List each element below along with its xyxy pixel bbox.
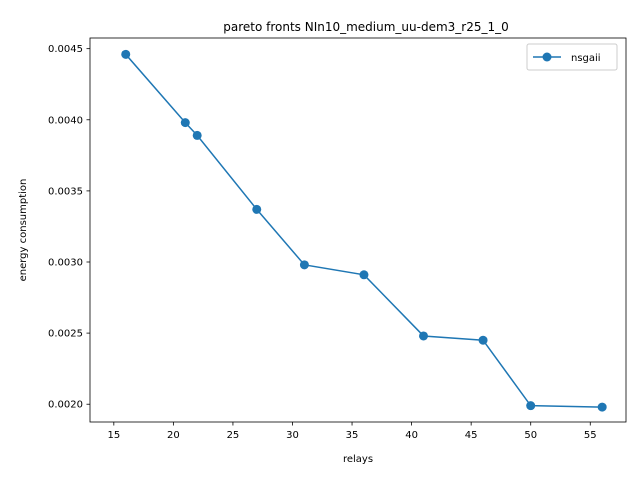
data-point <box>299 260 309 270</box>
y-axis-label: energy consumption <box>18 179 29 282</box>
y-tick-label: 0.0020 <box>48 400 83 411</box>
x-tick-label: 50 <box>524 430 537 441</box>
y-tick-label: 0.0035 <box>48 186 83 197</box>
x-tick-label: 30 <box>286 430 299 441</box>
legend-label-nsgaii: nsgaii <box>571 53 601 64</box>
series-line-nsgaii <box>125 53 603 408</box>
plot-area <box>121 49 607 412</box>
axes-frame <box>89 37 627 423</box>
data-point <box>478 335 488 345</box>
chart-title: pareto fronts NIn10_medium_uu-dem3_r25_1… <box>223 20 509 34</box>
legend-marker-nsgaii <box>542 52 552 62</box>
x-tick-label: 25 <box>227 430 240 441</box>
data-point <box>526 401 536 411</box>
data-point <box>180 118 190 128</box>
y-tick-label: 0.0030 <box>48 258 83 269</box>
data-point <box>121 49 131 59</box>
y-tick-label: 0.0025 <box>48 329 83 340</box>
legend-box <box>526 43 618 71</box>
x-tick-label: 55 <box>584 430 597 441</box>
x-tick-label: 45 <box>465 430 478 441</box>
x-tick-label: 40 <box>405 430 418 441</box>
legend: nsgaii <box>526 43 618 71</box>
y-tick-label: 0.0040 <box>48 115 83 126</box>
y-tick-label: 0.0045 <box>48 44 83 55</box>
x-tick-label: 20 <box>167 430 180 441</box>
x-axis-label: relays <box>343 454 373 465</box>
data-point <box>192 130 202 140</box>
axis-ticks: 15 20 25 30 35 40 45 50 55 0.0020 0.0025 0.0030 0.00… <box>48 37 627 441</box>
data-point <box>597 402 607 412</box>
data-point <box>419 331 429 341</box>
x-tick-label: 15 <box>107 430 120 441</box>
data-point <box>359 270 369 280</box>
data-point <box>252 204 262 214</box>
x-tick-label: 35 <box>346 430 359 441</box>
